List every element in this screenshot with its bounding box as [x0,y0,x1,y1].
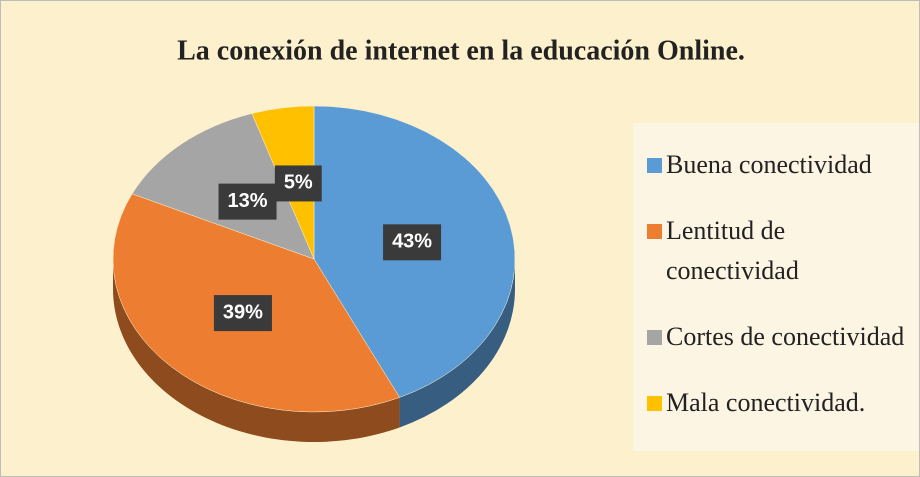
data-label-box [213,295,272,332]
slice-side [399,259,515,428]
legend-label: Lentitud de conectividad [666,216,799,285]
data-label: 43% [383,224,442,261]
data-label-text: 5% [284,172,313,194]
legend-label: Mala conectividad. [666,388,866,417]
legend-item: Mala conectividad. [647,383,919,423]
data-label-text: 43% [392,231,432,253]
data-label: 39% [213,295,272,332]
slice-side [112,259,400,442]
data-label-box [274,165,322,202]
data-label: 13% [218,183,277,220]
data-label-box [218,183,277,220]
legend-swatch [647,330,662,345]
data-label-text: 39% [223,301,263,323]
legend-swatch [647,396,662,411]
legend-label: Cortes de conectividad [666,322,905,351]
legend-swatch [647,224,662,239]
chart-title: La conexión de internet en la educación … [177,35,745,66]
data-label-box [383,224,442,261]
legend-item: Lentitud de conectividad [647,211,919,291]
legend-label: Buena conectividad [666,150,872,179]
data-label-text: 13% [228,190,268,212]
data-label: 5% [274,165,322,202]
legend-item: Buena conectividad [647,145,919,185]
legend-item: Cortes de conectividad [647,317,919,357]
legend-swatch [647,158,662,173]
legend: Buena conectividad Lentitud de conectivid… [633,123,919,451]
